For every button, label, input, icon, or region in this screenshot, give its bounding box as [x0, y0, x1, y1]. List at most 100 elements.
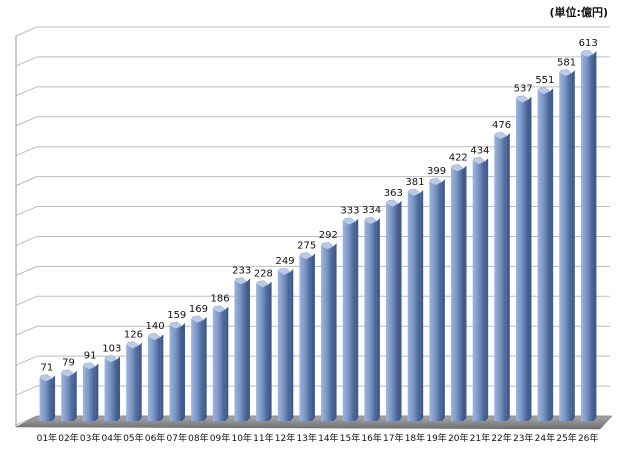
bar-front [321, 246, 334, 421]
bar-side [203, 316, 207, 421]
bar-top [407, 188, 421, 197]
bar-front [472, 161, 486, 421]
bar [472, 157, 489, 421]
bar-side [550, 88, 554, 422]
bar-side [355, 218, 359, 421]
data-label: 363 [384, 188, 403, 199]
bar-top [39, 374, 53, 382]
bar-top [190, 315, 205, 324]
bar [234, 277, 250, 421]
bar-front [104, 359, 118, 421]
bar-front [515, 99, 529, 421]
x-tick-label: 24年 [535, 432, 555, 444]
data-label: 613 [579, 38, 598, 49]
gridline-wall [15, 26, 38, 37]
bar-front [61, 373, 74, 421]
data-label: 71 [40, 363, 53, 374]
bar [429, 178, 445, 421]
bar-front [277, 271, 291, 421]
bar [39, 374, 56, 421]
bar-top [299, 252, 313, 260]
x-tick-label: 09年 [210, 432, 230, 444]
bar-side [398, 200, 402, 421]
bar-top [255, 280, 269, 288]
bar-side [182, 322, 185, 421]
bar-top [147, 333, 161, 341]
bar [320, 242, 337, 421]
gridline-wall [15, 116, 38, 127]
bar-front [537, 91, 551, 422]
bar-side [376, 218, 380, 421]
bar-top [342, 217, 356, 225]
bar-top [537, 87, 551, 95]
bar-front [429, 182, 442, 421]
x-tick-label: 11年 [253, 432, 273, 444]
bar-side [290, 268, 294, 421]
bar-top [212, 305, 226, 313]
bar-top [364, 216, 378, 225]
bar [277, 267, 294, 421]
bar-top [515, 95, 529, 103]
x-tick-label: 02年 [58, 432, 78, 444]
bar-top [277, 267, 291, 276]
gridline-wall [15, 265, 38, 276]
bar-front [364, 221, 377, 421]
data-label: 333 [340, 206, 359, 217]
bar-side [463, 165, 467, 421]
bar-top [82, 362, 96, 370]
bar [169, 321, 185, 421]
x-tick-label: 06年 [145, 432, 165, 444]
bar-top [472, 157, 486, 165]
bar-side [160, 334, 164, 421]
bar-side [268, 281, 272, 421]
bar [104, 355, 121, 421]
x-tick-labels: 01年 02年 03年 04年 05年 06年 07年 08年 09年 10年 11年 12年 13年 1… [37, 432, 599, 444]
x-tick-label: 25年 [556, 432, 576, 444]
bar-top [320, 242, 334, 250]
bar-front [39, 378, 53, 421]
x-tick-label: 03年 [80, 432, 100, 444]
x-tick-label: 10年 [231, 432, 251, 444]
bar-front [212, 309, 226, 421]
x-tick-label: 20年 [448, 432, 468, 444]
bar-side [506, 133, 510, 421]
bar-top [450, 164, 464, 172]
bar-front [451, 168, 464, 421]
x-tick-label: 18年 [405, 432, 425, 444]
data-label: 275 [297, 240, 316, 251]
bar-front [126, 345, 139, 421]
x-tick-label: 22年 [491, 432, 511, 444]
bar-side [441, 179, 445, 421]
data-label: 233 [232, 266, 251, 277]
bar-front [234, 281, 247, 421]
bar-top [125, 341, 140, 349]
data-label: 551 [535, 75, 554, 86]
gridline-wall [15, 236, 38, 246]
bar-top [385, 199, 399, 207]
x-tick-label: 05年 [123, 432, 143, 444]
bars [39, 49, 597, 422]
x-tick-label: 21年 [470, 432, 490, 444]
x-tick-label: 15年 [340, 432, 360, 444]
data-label: 228 [254, 269, 273, 280]
bar-side [593, 51, 597, 422]
data-label: 140 [146, 321, 165, 332]
gridline-wall [15, 355, 38, 366]
bar [580, 49, 597, 422]
bar-side [420, 189, 424, 421]
bar-front [407, 192, 421, 421]
gridline-wall [15, 325, 38, 336]
bar [125, 341, 142, 421]
bar-front [191, 319, 204, 421]
bar-front [256, 284, 269, 421]
bar [558, 69, 575, 421]
x-tick-label: 26年 [578, 432, 598, 444]
bar-front [342, 221, 356, 421]
data-label: 186 [211, 294, 230, 305]
bar [515, 95, 532, 421]
data-label: 422 [449, 152, 468, 163]
gridline-wall [15, 415, 38, 426]
